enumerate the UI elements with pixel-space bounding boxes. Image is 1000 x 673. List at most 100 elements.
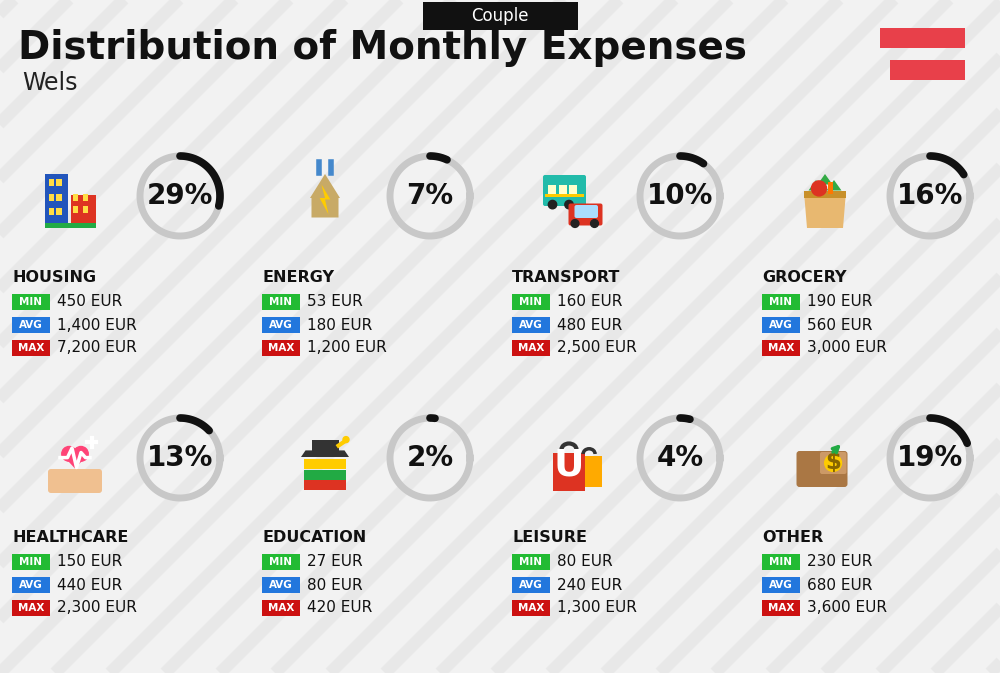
FancyBboxPatch shape	[12, 577, 50, 593]
Text: 7%: 7%	[406, 182, 454, 210]
Circle shape	[343, 437, 349, 443]
FancyBboxPatch shape	[762, 340, 800, 356]
FancyBboxPatch shape	[762, 577, 800, 593]
FancyBboxPatch shape	[12, 554, 50, 570]
Text: 190 EUR: 190 EUR	[807, 295, 872, 310]
Text: 160 EUR: 160 EUR	[557, 295, 622, 310]
Polygon shape	[804, 192, 846, 228]
FancyBboxPatch shape	[512, 317, 550, 333]
FancyBboxPatch shape	[262, 577, 300, 593]
Text: MAX: MAX	[18, 343, 44, 353]
FancyBboxPatch shape	[422, 2, 578, 30]
FancyBboxPatch shape	[262, 294, 300, 310]
FancyBboxPatch shape	[45, 174, 68, 228]
Text: MAX: MAX	[768, 343, 794, 353]
Text: HEALTHCARE: HEALTHCARE	[12, 530, 128, 546]
Text: 3,600 EUR: 3,600 EUR	[807, 600, 887, 616]
Text: MIN: MIN	[20, 297, 42, 307]
Text: MAX: MAX	[268, 343, 294, 353]
FancyBboxPatch shape	[574, 205, 598, 218]
FancyBboxPatch shape	[512, 600, 550, 616]
Text: 53 EUR: 53 EUR	[307, 295, 363, 310]
Circle shape	[825, 454, 842, 471]
FancyBboxPatch shape	[312, 439, 338, 452]
Text: 440 EUR: 440 EUR	[57, 577, 122, 592]
Text: 240 EUR: 240 EUR	[557, 577, 622, 592]
Polygon shape	[808, 180, 824, 190]
Polygon shape	[62, 455, 88, 468]
Text: 10%: 10%	[647, 182, 713, 210]
Text: GROCERY: GROCERY	[762, 271, 846, 285]
Text: MAX: MAX	[518, 343, 544, 353]
Text: MIN: MIN	[520, 297, 542, 307]
Polygon shape	[818, 174, 832, 184]
Text: 560 EUR: 560 EUR	[807, 318, 872, 332]
Text: Distribution of Monthly Expenses: Distribution of Monthly Expenses	[18, 29, 747, 67]
FancyBboxPatch shape	[262, 600, 300, 616]
Polygon shape	[826, 180, 842, 190]
Text: MAX: MAX	[768, 603, 794, 613]
FancyBboxPatch shape	[49, 180, 54, 186]
Circle shape	[548, 201, 557, 209]
FancyBboxPatch shape	[569, 184, 577, 195]
Text: 2,500 EUR: 2,500 EUR	[557, 341, 637, 355]
FancyBboxPatch shape	[796, 451, 848, 487]
FancyBboxPatch shape	[304, 460, 346, 469]
Circle shape	[571, 219, 579, 227]
Text: 2,300 EUR: 2,300 EUR	[57, 600, 137, 616]
Text: ENERGY: ENERGY	[262, 271, 334, 285]
FancyBboxPatch shape	[820, 452, 846, 474]
Text: 1,300 EUR: 1,300 EUR	[557, 600, 637, 616]
Text: 13%: 13%	[147, 444, 213, 472]
Text: 3,000 EUR: 3,000 EUR	[807, 341, 887, 355]
FancyBboxPatch shape	[762, 600, 800, 616]
Text: 230 EUR: 230 EUR	[807, 555, 872, 569]
Text: 16%: 16%	[897, 182, 963, 210]
FancyBboxPatch shape	[12, 600, 50, 616]
FancyBboxPatch shape	[762, 294, 800, 310]
Text: 450 EUR: 450 EUR	[57, 295, 122, 310]
FancyBboxPatch shape	[762, 317, 800, 333]
Text: 80 EUR: 80 EUR	[307, 577, 363, 592]
FancyBboxPatch shape	[73, 194, 78, 201]
Text: MIN: MIN	[770, 557, 792, 567]
Polygon shape	[310, 174, 340, 217]
Circle shape	[591, 219, 598, 227]
FancyBboxPatch shape	[553, 453, 585, 491]
Polygon shape	[301, 450, 349, 457]
Text: MAX: MAX	[18, 603, 44, 613]
Text: 1,400 EUR: 1,400 EUR	[57, 318, 137, 332]
FancyBboxPatch shape	[49, 194, 54, 201]
FancyBboxPatch shape	[73, 207, 78, 213]
Text: AVG: AVG	[269, 580, 293, 590]
FancyBboxPatch shape	[512, 577, 550, 593]
Text: U: U	[554, 448, 584, 484]
Circle shape	[74, 446, 88, 461]
Text: EDUCATION: EDUCATION	[262, 530, 366, 546]
FancyBboxPatch shape	[45, 223, 96, 228]
FancyBboxPatch shape	[70, 195, 96, 228]
Text: 19%: 19%	[897, 444, 963, 472]
Text: MIN: MIN	[520, 557, 542, 567]
FancyBboxPatch shape	[12, 340, 50, 356]
FancyBboxPatch shape	[558, 184, 567, 195]
Text: Couple: Couple	[471, 7, 529, 25]
FancyBboxPatch shape	[56, 194, 62, 201]
Text: OTHER: OTHER	[762, 530, 823, 546]
FancyBboxPatch shape	[304, 481, 346, 490]
Text: 480 EUR: 480 EUR	[557, 318, 622, 332]
Polygon shape	[320, 184, 330, 215]
FancyBboxPatch shape	[512, 554, 550, 570]
Text: 150 EUR: 150 EUR	[57, 555, 122, 569]
FancyBboxPatch shape	[762, 554, 800, 570]
FancyBboxPatch shape	[804, 190, 846, 198]
FancyBboxPatch shape	[12, 317, 50, 333]
Text: AVG: AVG	[769, 580, 793, 590]
FancyBboxPatch shape	[890, 60, 965, 80]
FancyBboxPatch shape	[12, 294, 50, 310]
Text: TRANSPORT: TRANSPORT	[512, 271, 620, 285]
FancyBboxPatch shape	[512, 294, 550, 310]
FancyBboxPatch shape	[262, 317, 300, 333]
Circle shape	[812, 181, 826, 196]
FancyBboxPatch shape	[577, 456, 602, 487]
